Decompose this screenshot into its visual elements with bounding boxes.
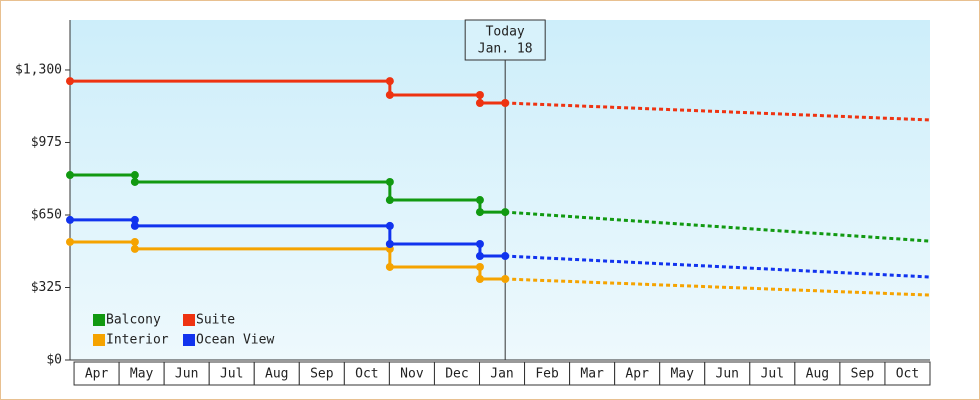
x-tick-label: Jan bbox=[490, 367, 513, 382]
x-tick-label: Oct bbox=[896, 367, 919, 382]
point bbox=[130, 171, 139, 180]
x-tick-label: Sep bbox=[310, 367, 334, 382]
x-tick-label: Jun bbox=[175, 367, 198, 382]
point bbox=[475, 90, 484, 99]
point bbox=[66, 171, 74, 180]
point bbox=[130, 237, 139, 246]
x-tick-label: Aug bbox=[806, 367, 829, 382]
today-box bbox=[464, 19, 546, 61]
point bbox=[475, 239, 484, 248]
x-tick-label: Jul bbox=[761, 367, 784, 382]
x-tick-label: Mar bbox=[580, 367, 604, 382]
forecast-line bbox=[505, 210, 931, 243]
point bbox=[475, 275, 484, 284]
x-tick-label: Apr bbox=[85, 367, 109, 382]
x-tick-label: May bbox=[130, 367, 154, 382]
legend-swatch bbox=[93, 334, 105, 346]
x-tick-label: Sep bbox=[851, 367, 875, 382]
point bbox=[385, 262, 394, 271]
plot-area bbox=[70, 20, 930, 360]
point bbox=[130, 221, 139, 230]
legend-label: Balcony bbox=[106, 313, 161, 328]
forecast-line bbox=[505, 277, 931, 297]
x-tick-label: Dec bbox=[445, 367, 468, 382]
point bbox=[475, 98, 484, 107]
today-label: Today bbox=[486, 25, 525, 40]
x-tick-label: Feb bbox=[535, 367, 559, 382]
x-tick-label: Oct bbox=[355, 367, 378, 382]
x-tick-label: Apr bbox=[625, 367, 649, 382]
point bbox=[66, 77, 74, 86]
x-tick-label: Nov bbox=[400, 367, 424, 382]
legend-swatch bbox=[183, 314, 195, 326]
y-tick-label: $650 bbox=[31, 207, 62, 222]
forecast-line bbox=[505, 254, 931, 279]
y-tick-label: $1,300 bbox=[15, 62, 62, 77]
point bbox=[130, 215, 139, 224]
month-cell bbox=[884, 361, 931, 386]
point bbox=[385, 77, 394, 86]
y-tick-label: $975 bbox=[31, 135, 62, 150]
today-label: Jan. 18 bbox=[478, 42, 533, 57]
point bbox=[385, 221, 394, 230]
forecast-line bbox=[505, 101, 931, 122]
point bbox=[501, 275, 510, 284]
point bbox=[501, 98, 510, 107]
point bbox=[501, 252, 510, 261]
point bbox=[130, 177, 139, 186]
y-tick-label: $0 bbox=[46, 353, 62, 368]
point bbox=[385, 177, 394, 186]
x-tick-label: Aug bbox=[265, 367, 288, 382]
x-tick-label: Jun bbox=[716, 367, 739, 382]
point bbox=[385, 90, 394, 99]
point bbox=[66, 215, 74, 224]
legend-label: Ocean View bbox=[196, 333, 274, 348]
legend-label: Suite bbox=[196, 313, 235, 328]
y-tick-label: $325 bbox=[31, 280, 62, 295]
legend-swatch bbox=[183, 334, 195, 346]
point bbox=[475, 196, 484, 205]
x-tick-label: Jul bbox=[220, 367, 243, 382]
x-tick-label: May bbox=[670, 367, 694, 382]
point bbox=[475, 262, 484, 271]
point bbox=[501, 208, 510, 217]
legend-label: Interior bbox=[106, 333, 169, 348]
point bbox=[385, 196, 394, 205]
legend-swatch bbox=[93, 314, 105, 326]
point bbox=[475, 252, 484, 261]
point bbox=[130, 244, 139, 253]
point bbox=[66, 237, 74, 246]
point bbox=[475, 208, 484, 217]
point bbox=[385, 239, 394, 248]
series-line bbox=[70, 79, 506, 105]
